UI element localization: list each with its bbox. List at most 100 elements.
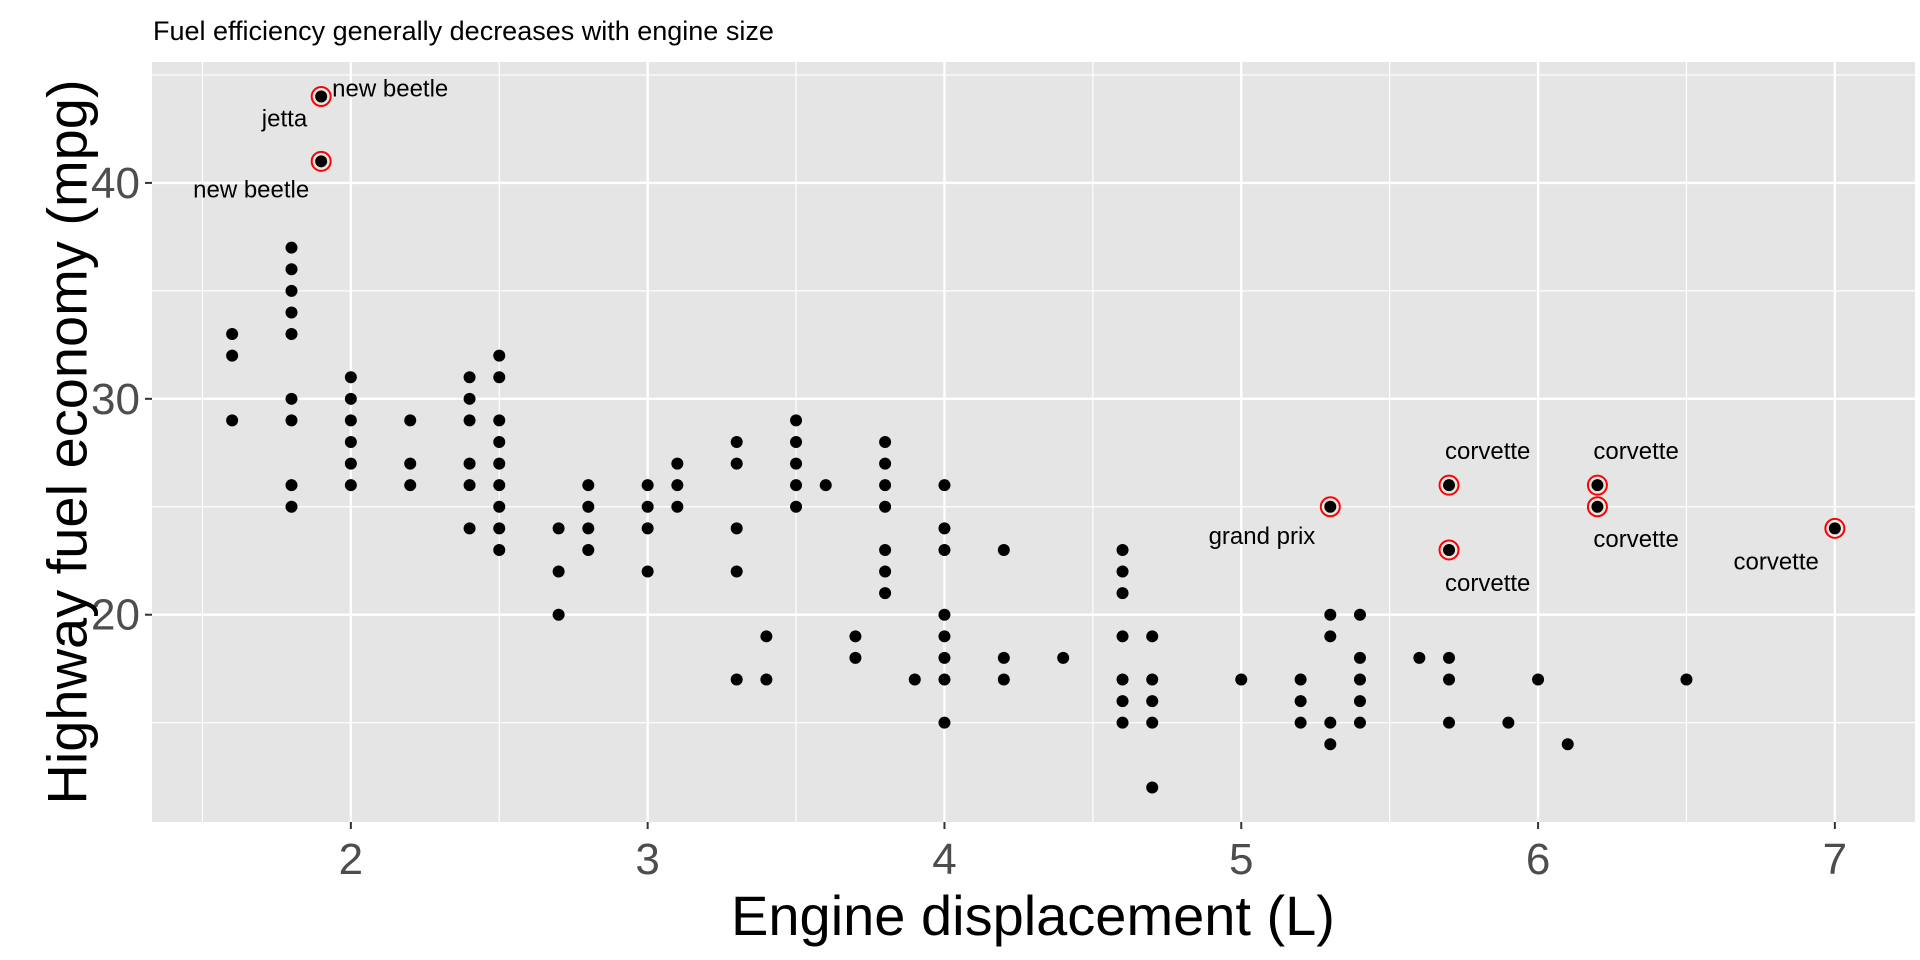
data-point bbox=[997, 651, 1010, 664]
data-point bbox=[879, 565, 892, 578]
data-point bbox=[463, 479, 476, 492]
data-point bbox=[1353, 716, 1366, 729]
data-point bbox=[1057, 651, 1070, 664]
data-point bbox=[493, 522, 506, 535]
data-point bbox=[641, 565, 654, 578]
data-point bbox=[1353, 695, 1366, 708]
data-point bbox=[226, 349, 239, 362]
x-tick-label: 2 bbox=[339, 835, 363, 884]
point-labels: new beetle jetta new beetle grand prix corve… bbox=[193, 76, 1819, 597]
data-point bbox=[671, 479, 684, 492]
data-point bbox=[879, 500, 892, 513]
data-point bbox=[552, 522, 565, 535]
data-point bbox=[997, 543, 1010, 556]
data-point bbox=[1591, 500, 1604, 513]
data-point bbox=[285, 392, 298, 405]
x-tick-label: 3 bbox=[635, 835, 659, 884]
data-point bbox=[344, 371, 357, 384]
y-tick-label: 40 bbox=[91, 159, 140, 208]
data-point bbox=[1413, 651, 1426, 664]
data-point bbox=[1502, 716, 1515, 729]
y-tick-label: 20 bbox=[91, 591, 140, 640]
data-point bbox=[463, 371, 476, 384]
data-point bbox=[671, 500, 684, 513]
data-point bbox=[1828, 522, 1841, 535]
data-point bbox=[1146, 695, 1159, 708]
point-label: corvette bbox=[1593, 438, 1678, 465]
data-point bbox=[1294, 673, 1307, 686]
data-point bbox=[582, 500, 595, 513]
data-point bbox=[938, 522, 951, 535]
point-label: corvette bbox=[1445, 570, 1530, 597]
highlight-ring bbox=[310, 86, 332, 108]
data-point bbox=[1324, 608, 1337, 621]
data-point bbox=[938, 608, 951, 621]
data-point bbox=[1146, 630, 1159, 643]
data-point bbox=[819, 479, 832, 492]
data-point bbox=[552, 608, 565, 621]
data-point bbox=[1443, 543, 1456, 556]
point-label: jetta bbox=[261, 106, 308, 133]
data-point bbox=[938, 543, 951, 556]
data-point bbox=[790, 500, 803, 513]
data-point bbox=[1116, 543, 1129, 556]
data-point bbox=[493, 371, 506, 384]
point-label: new beetle bbox=[193, 176, 309, 203]
x-axis-title: Engine displacement (L) bbox=[731, 884, 1335, 947]
data-point bbox=[938, 673, 951, 686]
data-point bbox=[1561, 738, 1574, 751]
data-point bbox=[463, 414, 476, 427]
data-point bbox=[315, 90, 328, 103]
x-tick-label: 5 bbox=[1229, 835, 1253, 884]
data-point bbox=[463, 522, 476, 535]
data-point bbox=[582, 522, 595, 535]
point-label: corvette bbox=[1445, 438, 1530, 465]
data-point bbox=[493, 349, 506, 362]
point-label: corvette bbox=[1733, 548, 1818, 575]
data-point bbox=[641, 500, 654, 513]
data-point bbox=[285, 306, 298, 319]
data-point bbox=[1146, 673, 1159, 686]
data-point bbox=[879, 479, 892, 492]
data-point bbox=[493, 414, 506, 427]
data-point bbox=[1353, 651, 1366, 664]
data-point bbox=[463, 392, 476, 405]
data-point bbox=[938, 479, 951, 492]
data-point bbox=[1146, 716, 1159, 729]
data-point bbox=[315, 155, 328, 168]
data-point bbox=[285, 284, 298, 297]
data-point bbox=[641, 479, 654, 492]
data-point bbox=[493, 500, 506, 513]
highlight-ring bbox=[1586, 474, 1608, 496]
points bbox=[226, 90, 1841, 794]
data-point bbox=[1116, 716, 1129, 729]
y-axis-title: Highway fuel economy (mpg) bbox=[36, 79, 99, 804]
data-point bbox=[849, 651, 862, 664]
data-point bbox=[1324, 738, 1337, 751]
data-point bbox=[790, 457, 803, 470]
data-point bbox=[1353, 608, 1366, 621]
data-point bbox=[790, 414, 803, 427]
highlight-ring bbox=[1586, 496, 1608, 518]
data-point bbox=[730, 436, 743, 448]
data-point bbox=[344, 392, 357, 405]
data-point bbox=[344, 457, 357, 470]
data-point bbox=[1324, 500, 1337, 513]
data-point bbox=[344, 436, 357, 448]
data-point bbox=[908, 673, 921, 686]
data-point bbox=[730, 522, 743, 535]
data-point bbox=[730, 457, 743, 470]
data-point bbox=[938, 716, 951, 729]
data-point bbox=[938, 651, 951, 664]
data-point bbox=[1146, 781, 1159, 794]
data-point bbox=[493, 436, 506, 448]
data-point bbox=[1353, 673, 1366, 686]
data-point bbox=[671, 457, 684, 470]
data-point bbox=[879, 457, 892, 470]
data-point bbox=[1116, 695, 1129, 708]
data-point bbox=[1324, 630, 1337, 643]
data-point bbox=[760, 673, 773, 686]
data-point bbox=[879, 587, 892, 600]
data-point bbox=[285, 479, 298, 492]
